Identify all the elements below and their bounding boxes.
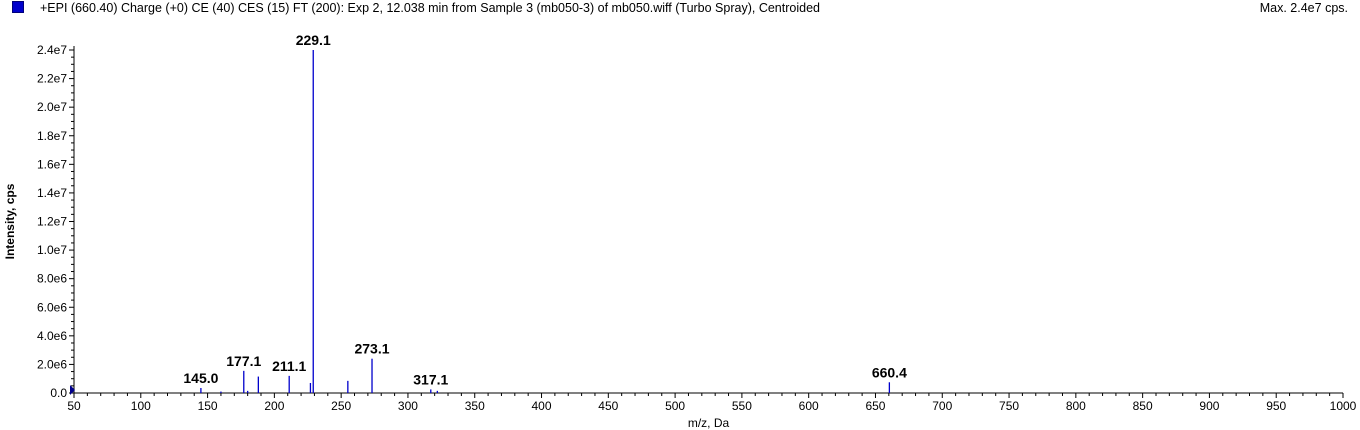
peak-annotation: 145.0 bbox=[183, 370, 218, 386]
peak-annotation: 317.1 bbox=[413, 371, 448, 387]
series-swatch bbox=[12, 1, 24, 13]
y-tick-label: 6.0e6 bbox=[37, 300, 67, 314]
x-axis-title: m/z, Da bbox=[688, 416, 730, 430]
x-tick-label: 200 bbox=[264, 399, 284, 413]
x-tick-label: 250 bbox=[331, 399, 351, 413]
max-intensity-label: Max. 2.4e7 cps. bbox=[1259, 1, 1348, 15]
x-tick-label: 850 bbox=[1133, 399, 1153, 413]
x-tick-label: 150 bbox=[198, 399, 218, 413]
x-tick-label: 900 bbox=[1199, 399, 1219, 413]
y-tick-label: 1.8e7 bbox=[37, 129, 67, 143]
y-tick-label: 1.2e7 bbox=[37, 215, 67, 229]
peak-annotation: 177.1 bbox=[226, 353, 261, 369]
x-axis: 50 100 150 200 250 300 350 400 450 500 550 600 650 70… bbox=[67, 392, 1357, 413]
y-tick-label: 1.0e7 bbox=[37, 243, 67, 257]
y-tick-label: 2.0e7 bbox=[37, 100, 67, 114]
spectrum-title: +EPI (660.40) Charge (+0) CE (40) CES (1… bbox=[40, 1, 820, 15]
x-tick-label: 350 bbox=[465, 399, 485, 413]
peak-annotation: 229.1 bbox=[296, 32, 331, 48]
x-tick-label: 500 bbox=[665, 399, 685, 413]
x-tick-label: 100 bbox=[131, 399, 151, 413]
y-tick-label: 4.0e6 bbox=[37, 329, 67, 343]
y-tick-label: 1.4e7 bbox=[37, 186, 67, 200]
y-tick-label: 0.0 bbox=[50, 386, 67, 400]
peak-annotation: 211.1 bbox=[272, 358, 306, 374]
x-tick-label: 1000 bbox=[1330, 399, 1357, 413]
x-tick-label: 400 bbox=[532, 399, 552, 413]
x-tick-label: 450 bbox=[598, 399, 618, 413]
x-tick-label: 750 bbox=[999, 399, 1019, 413]
peak-annotation: 273.1 bbox=[354, 341, 389, 357]
x-tick-label: 650 bbox=[865, 399, 885, 413]
peak-labels: 145.0 177.1 211.1 229.1 273.1 317.1 660.4 bbox=[183, 32, 907, 387]
x-tick-label: 600 bbox=[799, 399, 819, 413]
x-tick-label: 950 bbox=[1266, 399, 1286, 413]
peak-annotation: 660.4 bbox=[872, 364, 907, 380]
x-tick-label: 550 bbox=[732, 399, 752, 413]
y-tick-label: 1.6e7 bbox=[37, 157, 67, 171]
y-axis: 0.0 2.0e6 4.0e6 6.0e6 8.0e6 1.0e7 1.2e7 1.4e7 1.… bbox=[37, 43, 75, 400]
y-tick-label: 2.0e6 bbox=[37, 357, 67, 371]
x-tick-label: 50 bbox=[67, 399, 81, 413]
peaks bbox=[200, 50, 891, 393]
x-tick-label: 800 bbox=[1066, 399, 1086, 413]
y-tick-label: 8.0e6 bbox=[37, 272, 67, 286]
x-tick-label: 700 bbox=[932, 399, 952, 413]
spectrum-header: +EPI (660.40) Charge (+0) CE (40) CES (1… bbox=[0, 0, 1360, 18]
x-tick-label: 300 bbox=[398, 399, 418, 413]
y-tick-label: 2.4e7 bbox=[37, 43, 67, 57]
y-tick-label: 2.2e7 bbox=[37, 72, 67, 86]
y-axis-title: Intensity, cps bbox=[3, 183, 17, 259]
axis-scroll-marker-icon[interactable] bbox=[70, 385, 75, 395]
